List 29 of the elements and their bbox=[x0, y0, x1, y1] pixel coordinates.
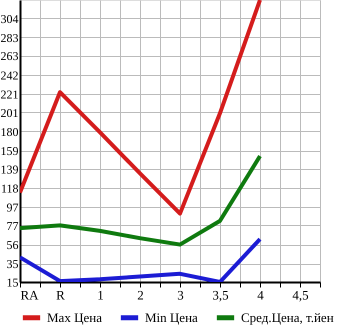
line-series bbox=[20, 237, 262, 282]
x-tick-label: 3,5 bbox=[212, 288, 229, 302]
y-tick-label: 304 bbox=[0, 12, 18, 26]
y-tick-label: 201 bbox=[0, 106, 18, 120]
y-tick-label: 159 bbox=[0, 144, 18, 158]
y-tick-label: 15 bbox=[6, 276, 18, 290]
y-tick-label: 77 bbox=[6, 218, 18, 233]
y-tick-label: 242 bbox=[0, 68, 18, 82]
y-tick-label: 180 bbox=[0, 124, 18, 139]
x-tick-label: 1 bbox=[97, 288, 104, 302]
x-tick-label: RA bbox=[20, 288, 40, 302]
x-tick-label: 3 bbox=[177, 288, 184, 302]
x-tick-label: 4,5 bbox=[292, 288, 309, 302]
x-tick-label: R bbox=[56, 288, 66, 302]
legend-label: Сред.Цена, т.йен bbox=[241, 310, 334, 325]
y-tick-label: 118 bbox=[0, 182, 18, 196]
line-series bbox=[20, 0, 262, 216]
y-tick-label: 283 bbox=[0, 30, 18, 45]
y-tick-label: 97 bbox=[6, 200, 18, 215]
x-tick-label: 4 bbox=[257, 288, 264, 302]
line-series bbox=[20, 154, 262, 247]
y-tick-label: 56 bbox=[6, 238, 18, 252]
legend-label: Max Цена bbox=[47, 310, 102, 325]
legend-label: Min Цена bbox=[145, 310, 198, 325]
x-tick-label: 2 bbox=[137, 288, 144, 302]
y-tick-label: 263 bbox=[0, 49, 18, 64]
y-tick-label: 221 bbox=[0, 88, 18, 102]
y-tick-label: 35 bbox=[6, 257, 18, 272]
y-tick-label: 139 bbox=[0, 162, 18, 176]
